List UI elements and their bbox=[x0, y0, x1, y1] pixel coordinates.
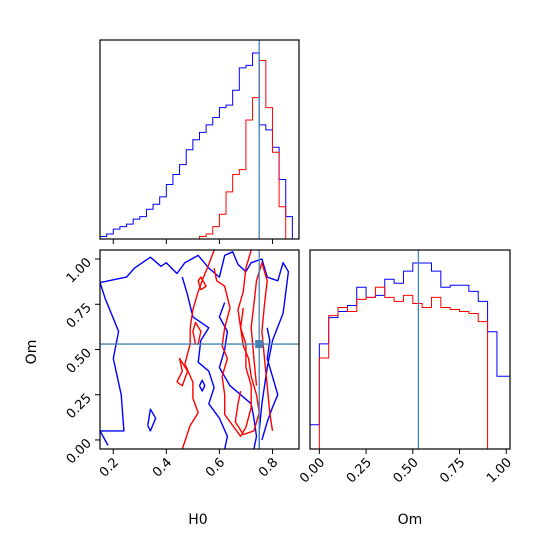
om-hist-xtick-label: 1.00 bbox=[484, 455, 515, 486]
contour-xtick-label: 0.4 bbox=[150, 455, 175, 480]
h0-hist-frame bbox=[99, 39, 300, 240]
om-histogram-panel: 0.00 0.25 0.50 0.75 1.00 bbox=[297, 249, 515, 486]
red-contour-line bbox=[234, 307, 260, 436]
contour-xtick-label: 0.6 bbox=[203, 455, 228, 480]
contour-xtick-label: 0.8 bbox=[256, 455, 281, 480]
red-contour-line bbox=[197, 276, 207, 291]
red-h0-histogram-series bbox=[100, 59, 299, 239]
x-axis-label-om: Om bbox=[398, 512, 423, 528]
red-contour-line bbox=[213, 250, 252, 437]
y-axis-label-om: Om bbox=[24, 340, 40, 365]
truth-marker bbox=[255, 340, 264, 349]
h0-histogram-panel bbox=[99, 39, 300, 244]
red-om-histogram-series bbox=[310, 286, 510, 449]
contour-ytick-label: 1.00 bbox=[64, 255, 95, 286]
contour-ytick-label: 0.75 bbox=[64, 300, 95, 331]
red-contour-line bbox=[176, 357, 189, 387]
blue-om-histogram-series bbox=[310, 262, 510, 449]
om-hist-xtick-label: 0.25 bbox=[344, 455, 375, 486]
h0-om-contour-panel: 0.2 0.4 0.6 0.8 0.00 0.25 0.50 0.75 1.00 bbox=[64, 249, 300, 480]
om-hist-xtick-label: 0.75 bbox=[437, 455, 468, 486]
om-hist-xtick-label: 0.50 bbox=[391, 455, 422, 486]
om-hist-xtick-label: 0.00 bbox=[297, 455, 328, 486]
red-contour-line bbox=[250, 262, 274, 432]
contour-ytick-label: 0.25 bbox=[64, 391, 95, 422]
blue-contour-line bbox=[198, 379, 206, 392]
contour-ytick-label: 0.50 bbox=[64, 346, 95, 377]
om-hist-frame bbox=[309, 249, 511, 450]
blue-contour-line bbox=[147, 408, 157, 432]
blue-h0-histogram-series bbox=[100, 52, 299, 239]
contour-ytick-label: 0.00 bbox=[64, 436, 95, 467]
red-contour-line bbox=[192, 321, 202, 345]
blue-contour-line bbox=[100, 251, 290, 449]
x-axis-label-h0: H0 bbox=[188, 512, 207, 528]
contour-xtick-label: 0.2 bbox=[97, 455, 122, 480]
